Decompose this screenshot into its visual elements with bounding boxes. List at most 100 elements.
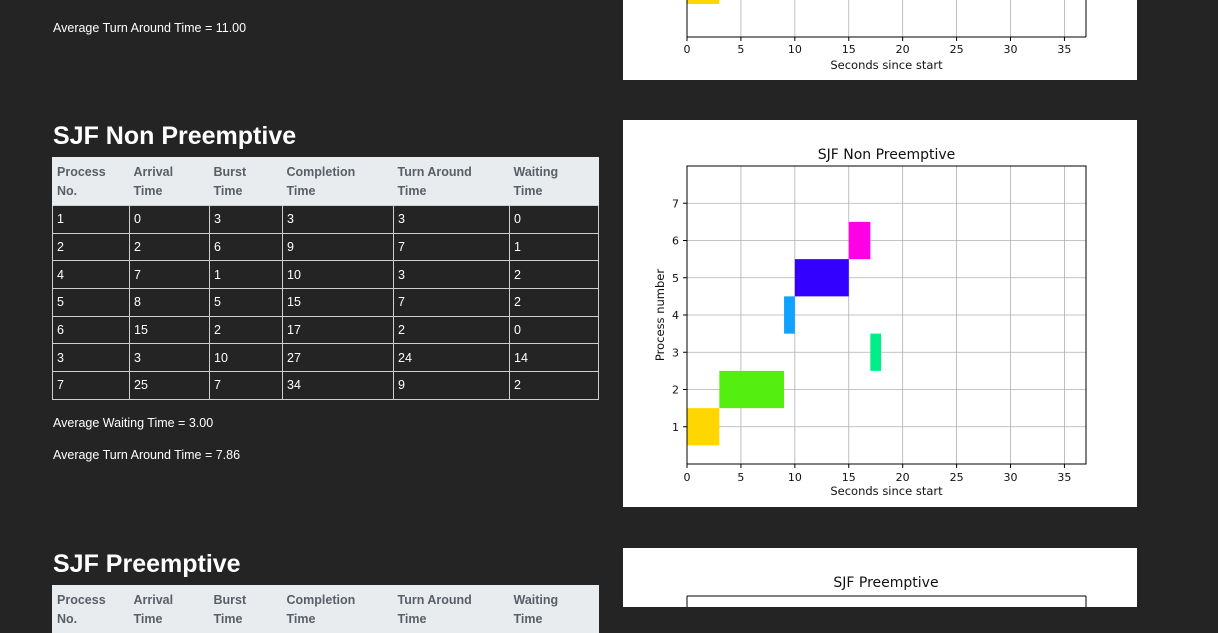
table-cell: 10 (282, 260, 394, 290)
header-turnaround-time: Turn Around Time (393, 157, 510, 206)
header-completion-time: Completion Time (282, 157, 394, 206)
table-cell: 7 (209, 371, 283, 400)
x-axis-label: Seconds since start (830, 484, 943, 498)
table-cell: 14 (509, 343, 599, 373)
top-chart-svg: 0 5 10 15 20 25 30 35 Seconds since start (684, 0, 1087, 72)
table-cell: 27 (282, 343, 394, 373)
table-cell: 8 (129, 288, 210, 317)
x-tick-label: 30 (1004, 471, 1018, 484)
process-5-bar (794, 259, 849, 297)
x-tick-label: 35 (1057, 471, 1071, 484)
table-cell: 4 (52, 260, 130, 290)
table-cell: 15 (129, 315, 210, 345)
header-burst-time: Burst Time (209, 585, 283, 633)
table-cell: 2 (129, 232, 210, 262)
top-chart: 0 5 10 15 20 25 30 35 Seconds since start (623, 0, 1137, 80)
table-cell: 5 (209, 288, 283, 317)
y-tick-label: 4 (672, 309, 679, 322)
header-process-no: Process No. (52, 157, 130, 206)
table-cell: 34 (282, 371, 394, 400)
x-tick-label: 20 (896, 43, 910, 56)
header-burst-time: Burst Time (209, 157, 283, 206)
chart-title: SJF Non Preemptive (818, 147, 956, 163)
x-tick-label: 20 (896, 471, 910, 484)
section-title-sjf-non-preemptive: SJF Non Preemptive (53, 122, 297, 150)
sjf-preemptive-chart: SJF Preemptive (623, 548, 1137, 607)
y-tick-label: 1 (672, 421, 679, 434)
process-1-bar (687, 408, 720, 446)
x-tick-label: 25 (950, 43, 964, 56)
table-cell: 3 (282, 205, 394, 234)
process-6-bar (848, 221, 871, 260)
process-4-bar (784, 296, 795, 334)
table-cell: 10 (209, 343, 283, 373)
header-waiting-time: Waiting Time (509, 585, 599, 633)
table-cell: 1 (509, 232, 599, 262)
table-cell: 2 (509, 371, 599, 400)
table-row: 4 7 1 10 3 2 (52, 260, 599, 290)
table-cell: 2 (209, 315, 283, 345)
y-tick-label: 5 (672, 272, 679, 285)
sjf-preemptive-table: Process No. Arrival Time Burst Time Complet… (52, 585, 599, 633)
x-tick-label: 15 (842, 43, 856, 56)
table-header-row: Process No. Arrival Time Burst Time Complet… (52, 157, 599, 206)
table-cell: 3 (209, 205, 283, 234)
table-cell: 25 (129, 371, 210, 400)
table-row: 5 8 5 15 7 2 (52, 288, 599, 317)
table-row: 7 25 7 34 9 2 (52, 371, 599, 400)
table-header-row: Process No. Arrival Time Burst Time Complet… (52, 585, 599, 633)
table-cell: 3 (393, 260, 510, 290)
process-3-bar (870, 333, 882, 371)
table-cell: 1 (52, 205, 130, 234)
x-tick-label: 0 (684, 43, 691, 56)
table-cell: 9 (282, 232, 394, 262)
table-row: 3 3 10 27 24 14 (52, 343, 599, 373)
header-waiting-time: Waiting Time (509, 157, 599, 206)
header-process-no: Process No. (52, 585, 130, 633)
x-tick-label: 30 (1004, 43, 1018, 56)
table-cell: 7 (129, 260, 210, 290)
np-avg-waiting: Average Waiting Time = 3.00 (53, 416, 214, 430)
table-cell: 2 (52, 232, 130, 262)
table-cell: 3 (52, 343, 130, 373)
x-tick-label: 35 (1057, 43, 1071, 56)
top-avg-turnaround: Average Turn Around Time = 11.00 (53, 21, 247, 35)
x-axis-label: Seconds since start (830, 58, 943, 72)
table-row: 6 15 2 17 2 0 (52, 315, 599, 345)
sjf-non-preemptive-chart-svg: 0 5 10 15 20 25 30 35 1 2 3 4 5 6 7 SJF Non Preemptive S… (653, 147, 1087, 498)
x-tick-label: 10 (788, 471, 802, 484)
table-cell: 6 (209, 232, 283, 262)
process-1-bar (687, 0, 720, 4)
x-tick-label: 15 (842, 471, 856, 484)
x-tick-label: 10 (788, 43, 802, 56)
table-cell: 7 (393, 288, 510, 317)
table-cell: 3 (393, 205, 510, 234)
table-cell: 2 (393, 315, 510, 345)
header-arrival-time: Arrival Time (129, 585, 210, 633)
y-tick-label: 7 (672, 197, 679, 210)
table-cell: 6 (52, 315, 130, 345)
table-cell: 0 (509, 315, 599, 345)
x-tick-label: 0 (684, 471, 691, 484)
table-cell: 2 (509, 260, 599, 290)
sjf-non-preemptive-chart: 0 5 10 15 20 25 30 35 1 2 3 4 5 6 7 SJF Non Preemptive S… (623, 120, 1137, 507)
table-cell: 0 (509, 205, 599, 234)
table-cell: 5 (52, 288, 130, 317)
sjf-non-preemptive-table: Process No. Arrival Time Burst Time Complet… (52, 157, 599, 400)
y-tick-label: 2 (672, 384, 679, 397)
table-cell: 2 (509, 288, 599, 317)
table-cell: 15 (282, 288, 394, 317)
header-completion-time: Completion Time (282, 585, 394, 633)
y-tick-label: 3 (672, 346, 679, 359)
x-tick-label: 5 (737, 471, 744, 484)
y-tick-label: 6 (672, 235, 679, 248)
header-turnaround-time: Turn Around Time (393, 585, 510, 633)
header-arrival-time: Arrival Time (129, 157, 210, 206)
table-cell: 0 (129, 205, 210, 234)
table-cell: 1 (209, 260, 283, 290)
process-2-bar (719, 370, 785, 409)
chart-title: SJF Preemptive (833, 575, 938, 591)
table-cell: 17 (282, 315, 394, 345)
